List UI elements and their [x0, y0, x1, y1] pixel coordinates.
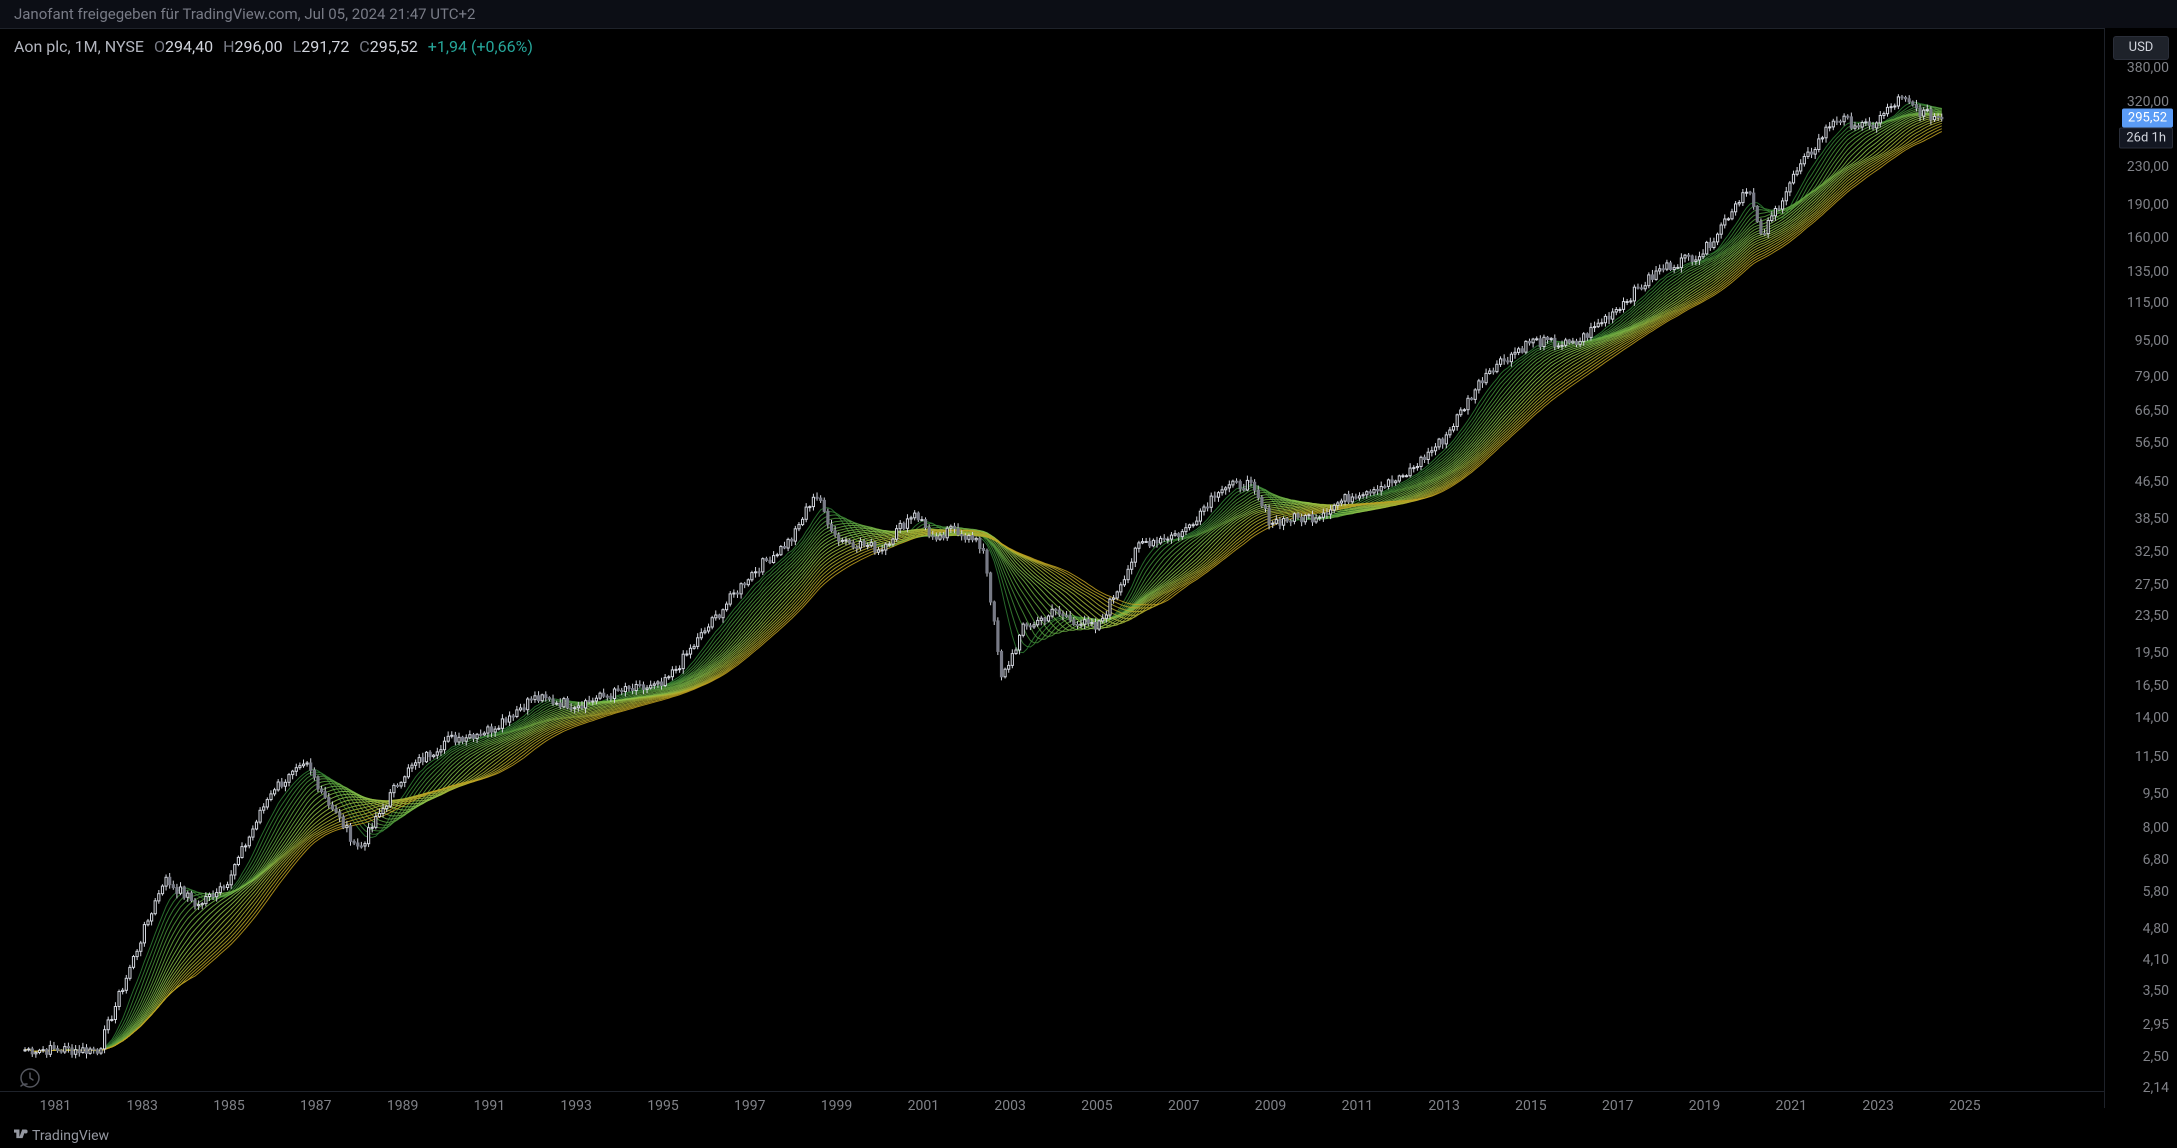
y-tick: 4,10 [2143, 952, 2169, 968]
x-tick: 1987 [300, 1098, 331, 1114]
share-info-text: Janofant freigegeben für TradingView.com… [14, 5, 475, 23]
y-tick: 2,95 [2143, 1017, 2169, 1033]
x-tick: 1993 [560, 1098, 591, 1114]
x-tick: 2005 [1081, 1098, 1112, 1114]
goto-date-button[interactable] [18, 1066, 42, 1090]
y-tick: 14,00 [2135, 710, 2169, 726]
bar-countdown: 26d 1h [2119, 127, 2173, 148]
price-axis[interactable]: USD 380,00320,00230,00190,00160,00135,00… [2104, 28, 2177, 1108]
x-tick: 2019 [1689, 1098, 1720, 1114]
candlestick-chart[interactable] [0, 28, 2105, 1108]
x-tick: 1995 [647, 1098, 678, 1114]
y-tick: 135,00 [2127, 264, 2169, 280]
y-tick: 9,50 [2143, 786, 2169, 802]
y-tick: 2,50 [2143, 1049, 2169, 1065]
y-tick: 66,50 [2135, 403, 2169, 419]
x-tick: 1985 [213, 1098, 244, 1114]
share-info-bar: Janofant freigegeben für TradingView.com… [0, 0, 2177, 29]
goto-date-icon [18, 1066, 42, 1090]
y-tick: 19,50 [2135, 645, 2169, 661]
y-tick: 38,50 [2135, 511, 2169, 527]
x-tick: 1983 [126, 1098, 157, 1114]
x-tick: 2015 [1515, 1098, 1546, 1114]
x-tick: 2003 [994, 1098, 1025, 1114]
y-tick: 230,00 [2127, 159, 2169, 175]
ma-ribbon [25, 102, 1942, 1051]
y-tick: 32,50 [2135, 544, 2169, 560]
y-tick: 95,00 [2135, 333, 2169, 349]
x-tick: 1989 [387, 1098, 418, 1114]
y-tick: 115,00 [2127, 295, 2169, 311]
x-tick: 2023 [1862, 1098, 1893, 1114]
tradingview-logo-icon [14, 1128, 28, 1142]
y-tick: 56,50 [2135, 435, 2169, 451]
x-tick: 2013 [1428, 1098, 1459, 1114]
x-tick: 2007 [1168, 1098, 1199, 1114]
y-tick: 11,50 [2135, 749, 2169, 765]
y-tick: 16,50 [2135, 678, 2169, 694]
y-tick: 4,80 [2143, 921, 2169, 937]
tradingview-watermark[interactable]: TradingView [14, 1128, 109, 1144]
x-tick: 1999 [821, 1098, 852, 1114]
chart-pane[interactable] [0, 28, 2177, 1148]
y-tick: 5,80 [2143, 884, 2169, 900]
x-tick: 2001 [908, 1098, 939, 1114]
x-tick: 2009 [1255, 1098, 1286, 1114]
candles [24, 94, 1943, 1058]
x-tick: 2011 [1342, 1098, 1373, 1114]
last-price-label: 295,52 [2122, 108, 2173, 127]
currency-badge[interactable]: USD [2113, 36, 2169, 60]
x-tick: 1997 [734, 1098, 765, 1114]
x-tick: 1981 [40, 1098, 71, 1114]
y-tick: 3,50 [2143, 983, 2169, 999]
y-tick: 380,00 [2127, 60, 2169, 76]
y-tick: 6,80 [2143, 852, 2169, 868]
y-tick: 160,00 [2127, 230, 2169, 246]
time-axis[interactable]: 1981 1983 1985 1987 1989 1991 1993 1995 1997 1999… [0, 1091, 2105, 1122]
y-tick: 190,00 [2127, 197, 2169, 213]
x-tick: 1991 [474, 1098, 505, 1114]
y-tick: 8,00 [2143, 820, 2169, 836]
y-tick: 23,50 [2135, 608, 2169, 624]
y-tick: 79,00 [2135, 369, 2169, 385]
x-tick: 2025 [1949, 1098, 1980, 1114]
y-tick: 2,14 [2143, 1080, 2169, 1096]
y-tick: 27,50 [2135, 577, 2169, 593]
x-tick: 2021 [1776, 1098, 1807, 1114]
x-tick: 2017 [1602, 1098, 1633, 1114]
y-tick: 46,50 [2135, 474, 2169, 490]
